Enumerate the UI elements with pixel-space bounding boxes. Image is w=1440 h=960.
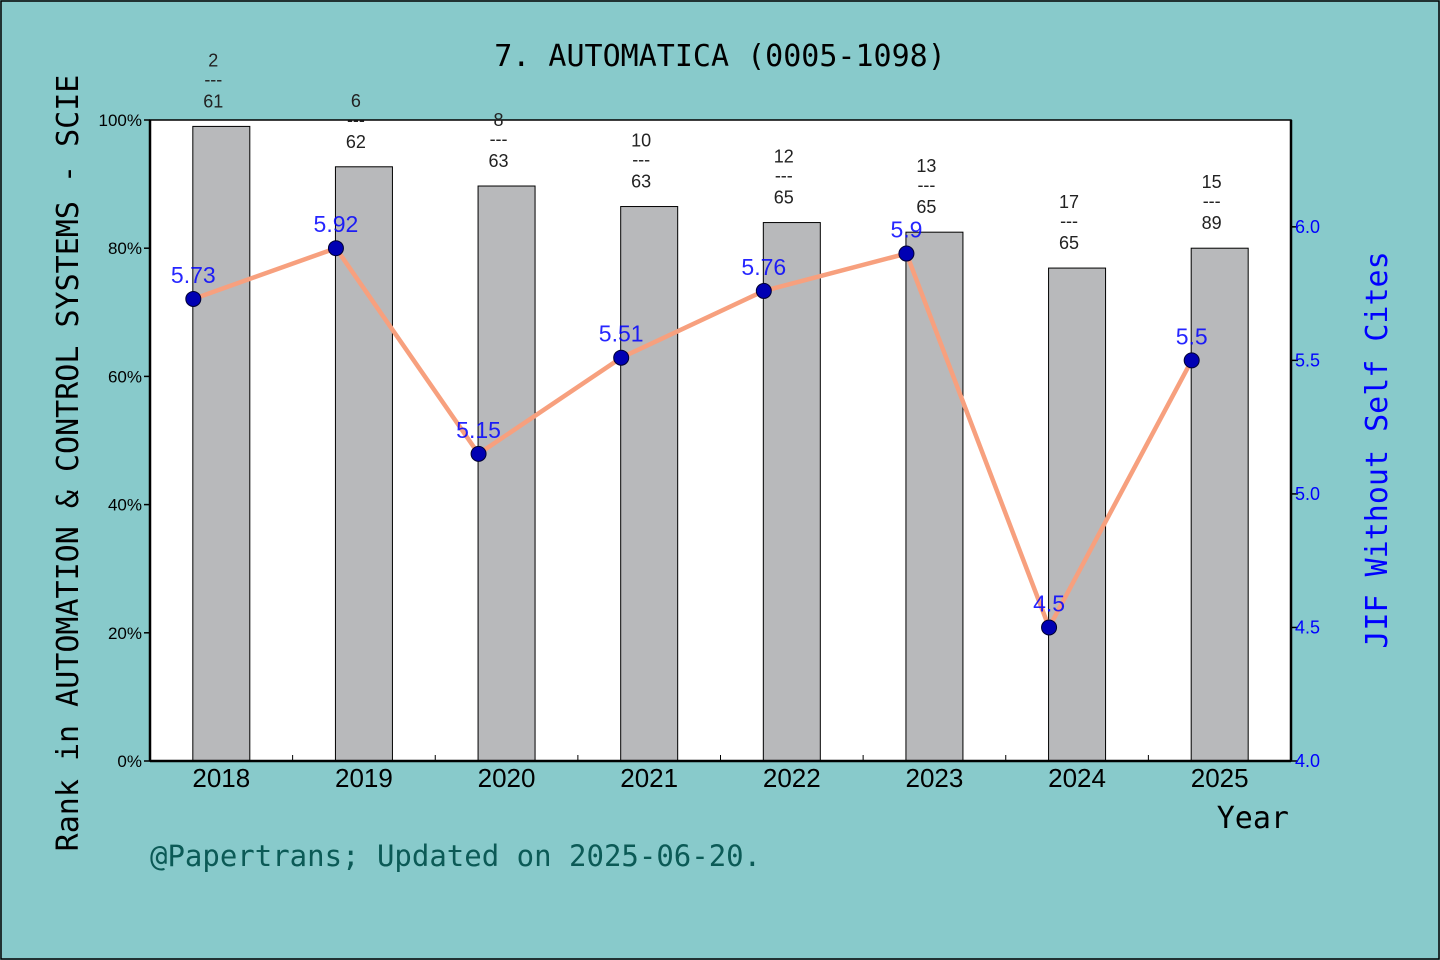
markers-layer — [185, 240, 1200, 636]
x-tick-label-2025: 2025 — [1191, 763, 1249, 793]
bar-2022 — [762, 222, 821, 762]
rank-denominator-2018: 61 — [203, 91, 223, 111]
left-tick-label: 20% — [108, 624, 142, 643]
rank-separator-2024: --- — [1060, 211, 1078, 231]
x-tick-label-2020: 2020 — [478, 763, 536, 793]
rank-denominator-2019: 62 — [346, 132, 366, 152]
right-tick-label: 5.5 — [1295, 350, 1320, 370]
value-labels-layer: 5.73 5.92 5.15 5.51 5.76 5.9 4.5 5.5 — [171, 211, 1208, 616]
rank-denominator-2023: 65 — [916, 197, 936, 217]
x-tick-label-2023: 2023 — [906, 763, 964, 793]
x-axis-title: Year — [1217, 801, 1289, 836]
rank-numerator-2021: 10 — [631, 131, 651, 151]
left-tick-label: 80% — [108, 239, 142, 258]
rank-separator-2022: --- — [775, 166, 793, 186]
rank-denominator-2024: 65 — [1059, 233, 1079, 253]
x-tick-label-2018: 2018 — [192, 763, 250, 793]
bar-2018 — [192, 125, 251, 762]
rank-denominator-2025: 89 — [1202, 213, 1222, 233]
jif-point-2020 — [470, 445, 487, 462]
right-tick-label: 5.0 — [1295, 484, 1320, 504]
rank-separator-2023: --- — [917, 175, 935, 195]
jif-value-label-2024: 4.5 — [1033, 590, 1065, 616]
x-tick-label-2021: 2021 — [620, 763, 678, 793]
left-tick-label: 0% — [117, 752, 142, 771]
left-tick-label: 100% — [99, 111, 142, 130]
jif-series-line — [191, 245, 1194, 630]
jif-point-2018 — [185, 290, 202, 307]
jif-value-label-2018: 5.73 — [171, 262, 216, 288]
rank-denominator-2021: 63 — [631, 172, 651, 192]
jif-point-2021 — [613, 349, 630, 366]
rank-numerator-2022: 12 — [774, 147, 794, 167]
rank-separator-2018: --- — [204, 69, 222, 89]
left-axis-title: Rank in AUTOMATION & CONTROL SYSTEMS - S… — [51, 75, 86, 852]
jif-point-2019 — [327, 240, 344, 257]
right-ticks-layer: 4.0 4.5 5.0 5.5 6.0 — [1291, 217, 1320, 771]
line-layer — [191, 245, 1194, 630]
rank-separator-2020: --- — [490, 129, 508, 149]
x-ticks-layer: 2018 2019 2020 2021 2022 2023 2024 2025 — [149, 755, 1292, 793]
left-tick-label: 60% — [108, 367, 142, 386]
jif-point-2024 — [1041, 619, 1058, 636]
rank-numerator-2019: 6 — [351, 91, 361, 111]
rank-separator-2019: --- — [347, 110, 365, 130]
x-tick-label-2019: 2019 — [335, 763, 393, 793]
right-tick-label: 4.0 — [1295, 751, 1320, 771]
jif-point-2022 — [755, 282, 772, 299]
left-ticks-layer: 0% 20% 40% 60% 80% 100% — [99, 111, 150, 771]
right-axis-title: JIF Without Self Cites — [1360, 251, 1395, 648]
chart-title: 7. AUTOMATICA (0005-1098) — [494, 39, 946, 74]
jif-value-label-2021: 5.51 — [599, 321, 644, 347]
rank-numerator-2024: 17 — [1059, 192, 1079, 212]
jif-point-2025 — [1183, 352, 1200, 369]
jif-value-label-2020: 5.15 — [456, 417, 501, 443]
jif-value-label-2023: 5.9 — [890, 217, 922, 243]
x-tick-label-2022: 2022 — [763, 763, 821, 793]
rank-denominator-2020: 63 — [489, 151, 509, 171]
bar-2024 — [1048, 267, 1107, 762]
bar-2020 — [477, 185, 536, 762]
jif-point-2023 — [898, 245, 915, 262]
rank-denominator-2022: 65 — [774, 188, 794, 208]
bar-2019 — [334, 166, 393, 762]
right-tick-label: 4.5 — [1295, 617, 1320, 637]
right-tick-label: 6.0 — [1295, 217, 1320, 237]
rank-numerator-2025: 15 — [1202, 172, 1222, 192]
rank-numerator-2023: 13 — [916, 156, 936, 176]
footer-credit: @Papertrans; Updated on 2025-06-20. — [150, 839, 761, 873]
jif-value-label-2019: 5.92 — [314, 211, 359, 237]
jif-value-label-2022: 5.76 — [741, 254, 786, 280]
rank-separator-2025: --- — [1203, 191, 1221, 211]
bar-2023 — [905, 231, 964, 762]
bar-2025 — [1190, 247, 1249, 762]
left-tick-label: 40% — [108, 496, 142, 515]
rank-numerator-2018: 2 — [208, 50, 218, 70]
rank-separator-2021: --- — [632, 150, 650, 170]
x-tick-label-2024: 2024 — [1048, 763, 1106, 793]
bar-2021 — [620, 206, 679, 762]
rank-numerator-2020: 8 — [494, 110, 504, 130]
jif-value-label-2025: 5.5 — [1176, 323, 1208, 349]
